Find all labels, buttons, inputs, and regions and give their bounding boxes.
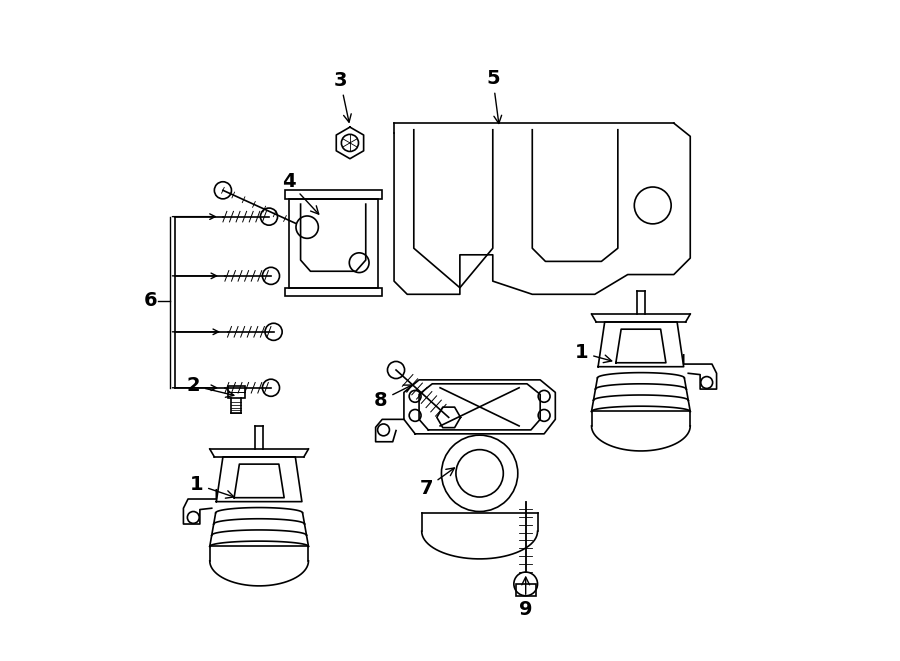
Text: 3: 3 [333,71,351,122]
Text: 5: 5 [486,69,501,124]
Text: 4: 4 [282,172,319,214]
Bar [516,584,536,596]
Text: 2: 2 [186,376,234,397]
Bar [284,190,382,199]
Text: 7: 7 [419,468,454,498]
Text: 6: 6 [144,292,158,311]
Text: 1: 1 [190,475,234,498]
Bar [228,387,245,399]
Bar [284,288,382,296]
Bar [289,199,378,288]
Text: 9: 9 [519,577,533,619]
Text: 8: 8 [374,385,412,410]
Text: 1: 1 [574,343,612,363]
